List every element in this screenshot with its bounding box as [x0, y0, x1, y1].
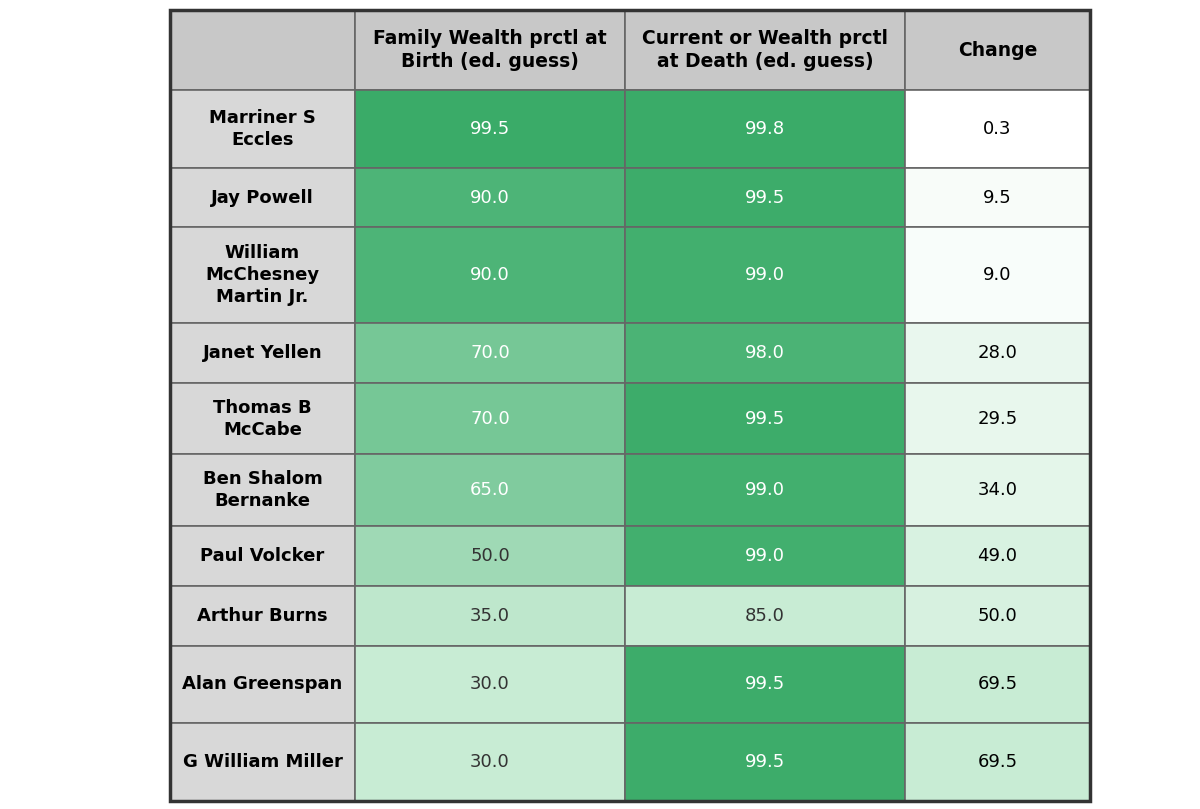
Text: Janet Yellen: Janet Yellen — [203, 344, 323, 362]
Bar — [355, 167, 625, 227]
Bar — [905, 167, 1090, 227]
Text: 90.0: 90.0 — [470, 266, 510, 284]
Text: 9.0: 9.0 — [983, 266, 1012, 284]
Bar — [625, 383, 905, 455]
Bar — [905, 586, 1090, 646]
Text: 99.8: 99.8 — [745, 120, 785, 138]
Bar — [170, 526, 355, 586]
Text: 69.5: 69.5 — [978, 676, 1018, 693]
Text: 50.0: 50.0 — [978, 607, 1018, 625]
Text: 28.0: 28.0 — [978, 344, 1018, 362]
Text: 99.5: 99.5 — [745, 409, 785, 428]
Bar — [625, 646, 905, 723]
Text: Family Wealth prctl at
Birth (ed. guess): Family Wealth prctl at Birth (ed. guess) — [373, 29, 607, 71]
Text: 99.0: 99.0 — [745, 481, 785, 499]
Text: 99.5: 99.5 — [470, 120, 510, 138]
Bar — [905, 646, 1090, 723]
Text: 99.5: 99.5 — [745, 188, 785, 206]
Text: 70.0: 70.0 — [470, 344, 510, 362]
Bar — [355, 646, 625, 723]
Bar — [355, 455, 625, 526]
Text: 90.0: 90.0 — [470, 188, 510, 206]
Bar — [170, 90, 355, 167]
Text: Thomas B
McCabe: Thomas B McCabe — [214, 399, 312, 438]
Text: 99.5: 99.5 — [745, 753, 785, 771]
Text: 29.5: 29.5 — [977, 409, 1018, 428]
Bar — [170, 10, 1090, 801]
Text: Ben Shalom
Bernanke: Ben Shalom Bernanke — [203, 470, 323, 510]
Bar — [170, 723, 355, 801]
Text: 49.0: 49.0 — [978, 547, 1018, 565]
Text: Paul Volcker: Paul Volcker — [200, 547, 325, 565]
Bar — [905, 227, 1090, 323]
Bar — [355, 10, 625, 90]
Text: 34.0: 34.0 — [978, 481, 1018, 499]
Text: 65.0: 65.0 — [470, 481, 510, 499]
Bar — [355, 383, 625, 455]
Bar — [355, 90, 625, 167]
Text: Change: Change — [958, 40, 1037, 60]
Bar — [905, 455, 1090, 526]
Bar — [170, 10, 355, 90]
Bar — [905, 526, 1090, 586]
Text: Alan Greenspan: Alan Greenspan — [182, 676, 343, 693]
Text: 98.0: 98.0 — [745, 344, 785, 362]
Text: 70.0: 70.0 — [470, 409, 510, 428]
Text: 50.0: 50.0 — [470, 547, 510, 565]
Text: 30.0: 30.0 — [470, 676, 510, 693]
Bar — [170, 323, 355, 383]
Bar — [170, 646, 355, 723]
Bar — [170, 586, 355, 646]
Text: 85.0: 85.0 — [745, 607, 785, 625]
Text: 35.0: 35.0 — [470, 607, 510, 625]
Bar — [905, 323, 1090, 383]
Text: William
McChesney
Martin Jr.: William McChesney Martin Jr. — [205, 244, 319, 307]
Bar — [170, 455, 355, 526]
Bar — [905, 10, 1090, 90]
Bar — [625, 227, 905, 323]
Text: 99.5: 99.5 — [745, 676, 785, 693]
Bar — [625, 526, 905, 586]
Bar — [905, 90, 1090, 167]
Bar — [355, 323, 625, 383]
Bar — [625, 455, 905, 526]
Text: 99.0: 99.0 — [745, 547, 785, 565]
Text: 30.0: 30.0 — [470, 753, 510, 771]
Bar — [170, 383, 355, 455]
Bar — [625, 723, 905, 801]
Bar — [355, 526, 625, 586]
Bar — [355, 586, 625, 646]
Bar — [355, 723, 625, 801]
Bar — [625, 90, 905, 167]
Bar — [625, 586, 905, 646]
Bar — [905, 383, 1090, 455]
Bar — [905, 723, 1090, 801]
Text: 69.5: 69.5 — [978, 753, 1018, 771]
Bar — [355, 227, 625, 323]
Text: 9.5: 9.5 — [983, 188, 1012, 206]
Text: Jay Powell: Jay Powell — [211, 188, 314, 206]
Bar — [170, 227, 355, 323]
Text: 0.3: 0.3 — [983, 120, 1012, 138]
Text: 99.0: 99.0 — [745, 266, 785, 284]
Text: G William Miller: G William Miller — [182, 753, 342, 771]
Bar — [625, 167, 905, 227]
Bar — [170, 167, 355, 227]
Text: Current or Wealth prctl
at Death (ed. guess): Current or Wealth prctl at Death (ed. gu… — [642, 29, 888, 71]
Bar — [625, 323, 905, 383]
Bar — [625, 10, 905, 90]
Text: Marriner S
Eccles: Marriner S Eccles — [209, 108, 316, 149]
Text: Arthur Burns: Arthur Burns — [197, 607, 328, 625]
